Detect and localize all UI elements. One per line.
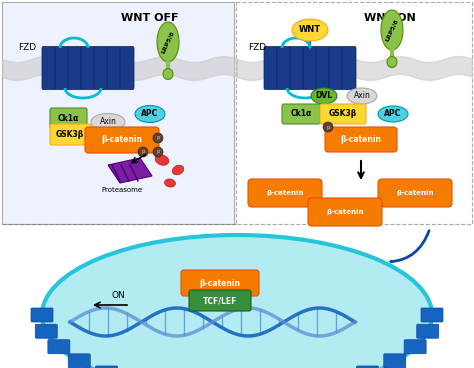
Text: Axin: Axin	[354, 92, 371, 100]
FancyBboxPatch shape	[96, 366, 118, 368]
Text: WNT: WNT	[299, 25, 321, 35]
Text: β-catenin: β-catenin	[101, 135, 143, 145]
Ellipse shape	[164, 179, 175, 187]
Text: ON: ON	[111, 291, 125, 301]
Text: p: p	[156, 135, 160, 141]
Text: GSK3β: GSK3β	[329, 110, 357, 118]
Text: LRP5/6: LRP5/6	[384, 18, 400, 42]
Text: APC: APC	[141, 110, 159, 118]
Text: APC: APC	[384, 110, 401, 118]
Text: β-catenin: β-catenin	[200, 279, 240, 287]
Polygon shape	[108, 158, 152, 183]
Text: p: p	[326, 124, 330, 130]
Ellipse shape	[153, 133, 163, 143]
Text: FZD: FZD	[18, 43, 36, 53]
Ellipse shape	[347, 88, 377, 104]
FancyBboxPatch shape	[308, 198, 382, 226]
FancyBboxPatch shape	[31, 308, 53, 322]
FancyBboxPatch shape	[35, 324, 57, 338]
Text: β-catenin: β-catenin	[326, 209, 364, 215]
FancyBboxPatch shape	[181, 270, 259, 296]
Ellipse shape	[42, 235, 432, 368]
FancyBboxPatch shape	[404, 340, 426, 354]
Text: Ck1α: Ck1α	[57, 114, 79, 123]
FancyBboxPatch shape	[290, 46, 304, 89]
Ellipse shape	[292, 19, 328, 41]
Ellipse shape	[91, 113, 125, 131]
Text: TCF/LEF: TCF/LEF	[203, 296, 237, 305]
Ellipse shape	[163, 68, 173, 79]
FancyBboxPatch shape	[2, 2, 234, 224]
FancyBboxPatch shape	[325, 127, 397, 152]
FancyBboxPatch shape	[264, 46, 278, 89]
Text: Proteasome: Proteasome	[101, 187, 143, 193]
FancyBboxPatch shape	[50, 124, 91, 145]
FancyBboxPatch shape	[303, 46, 317, 89]
FancyBboxPatch shape	[81, 46, 95, 89]
FancyBboxPatch shape	[378, 179, 452, 207]
Ellipse shape	[153, 147, 163, 157]
Text: Axin: Axin	[100, 117, 117, 127]
Ellipse shape	[311, 88, 337, 104]
Text: Ck1α: Ck1α	[291, 110, 311, 118]
Text: p: p	[156, 149, 160, 155]
Text: WNT OFF: WNT OFF	[121, 13, 179, 23]
FancyBboxPatch shape	[107, 46, 121, 89]
FancyBboxPatch shape	[48, 340, 70, 354]
Text: p: p	[141, 149, 145, 155]
FancyBboxPatch shape	[277, 46, 291, 89]
FancyBboxPatch shape	[342, 46, 356, 89]
Ellipse shape	[381, 10, 403, 50]
FancyBboxPatch shape	[94, 46, 108, 89]
FancyBboxPatch shape	[189, 290, 251, 311]
Ellipse shape	[378, 106, 408, 122]
FancyArrowPatch shape	[391, 231, 429, 262]
FancyBboxPatch shape	[329, 46, 343, 89]
Text: β-catenin: β-catenin	[340, 135, 382, 144]
Text: GSK3β: GSK3β	[56, 130, 84, 139]
FancyBboxPatch shape	[85, 127, 159, 153]
Ellipse shape	[138, 147, 148, 157]
FancyBboxPatch shape	[68, 354, 90, 368]
FancyBboxPatch shape	[55, 46, 69, 89]
FancyBboxPatch shape	[236, 2, 472, 224]
FancyBboxPatch shape	[42, 46, 56, 89]
Text: FZD: FZD	[248, 43, 266, 53]
FancyBboxPatch shape	[120, 46, 134, 89]
Text: LRP5/6: LRP5/6	[161, 30, 175, 54]
Text: WNT ON: WNT ON	[364, 13, 416, 23]
FancyBboxPatch shape	[417, 324, 439, 338]
Text: DVL: DVL	[315, 92, 333, 100]
Ellipse shape	[323, 122, 333, 132]
FancyBboxPatch shape	[248, 179, 322, 207]
FancyBboxPatch shape	[282, 104, 320, 124]
Ellipse shape	[387, 57, 397, 67]
Ellipse shape	[157, 22, 179, 62]
FancyBboxPatch shape	[50, 108, 87, 129]
FancyBboxPatch shape	[421, 308, 443, 322]
Ellipse shape	[172, 165, 184, 175]
FancyBboxPatch shape	[320, 104, 366, 124]
Text: β-catenin: β-catenin	[266, 190, 304, 196]
FancyBboxPatch shape	[68, 46, 82, 89]
FancyBboxPatch shape	[316, 46, 330, 89]
Ellipse shape	[135, 106, 165, 123]
FancyBboxPatch shape	[384, 354, 406, 368]
Text: β-catenin: β-catenin	[396, 190, 434, 196]
Ellipse shape	[155, 155, 169, 165]
FancyBboxPatch shape	[356, 366, 378, 368]
